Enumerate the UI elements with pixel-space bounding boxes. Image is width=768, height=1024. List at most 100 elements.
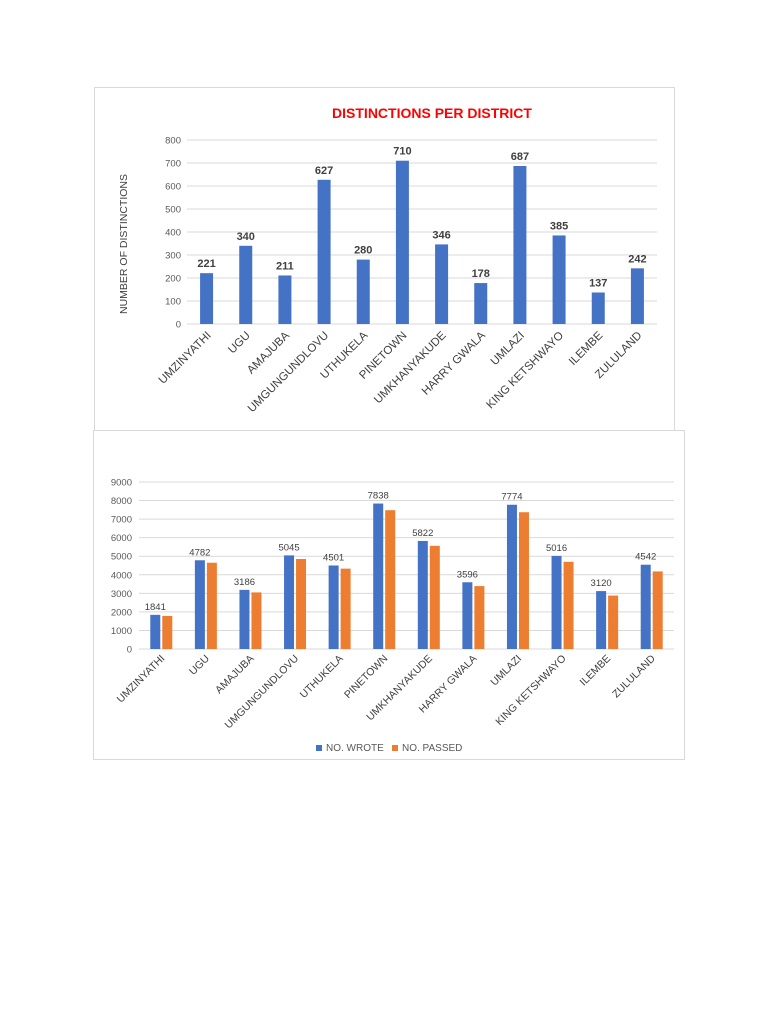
bar [435, 244, 449, 324]
y-tick-label: 1000 [111, 626, 132, 637]
data-label: 7838 [368, 491, 389, 502]
category-label: UMKHANYAKUDE [372, 329, 449, 406]
bar [630, 268, 644, 324]
y-tick-label: 600 [165, 182, 181, 193]
data-label: 340 [237, 231, 255, 243]
data-label: 5822 [412, 528, 433, 539]
data-label: 385 [550, 220, 568, 232]
bar-passed [608, 595, 619, 649]
data-label: 687 [511, 151, 529, 163]
y-tick-label: 300 [165, 251, 181, 262]
data-label: 137 [589, 277, 607, 289]
data-label: 5045 [278, 542, 299, 553]
bar-wrote [239, 589, 250, 649]
data-label: 211 [276, 260, 294, 272]
distinctions-chart: DISTINCTIONS PER DISTRICT 0 100 200 300 400 50… [94, 87, 675, 461]
bar-wrote [150, 614, 161, 649]
bar-passed [340, 568, 351, 649]
bar [278, 275, 292, 324]
bar-wrote [551, 555, 562, 649]
legend-label: NO. PASSED [402, 743, 462, 754]
distinctions-chart-svg: DISTINCTIONS PER DISTRICT 0 100 200 300 400 50… [118, 105, 657, 442]
data-label: 627 [315, 165, 333, 177]
bar-passed [652, 571, 663, 649]
data-label: 178 [472, 268, 490, 280]
chart-title: DISTINCTIONS PER DISTRICT [332, 105, 532, 121]
legend-swatch [392, 745, 398, 751]
bar-passed [429, 545, 440, 649]
data-label: 242 [628, 253, 646, 265]
bar-passed [296, 559, 307, 649]
bar [200, 273, 214, 324]
bar-wrote [596, 591, 607, 649]
bar-wrote [640, 564, 651, 649]
y-tick-label: 100 [165, 297, 181, 308]
category-label: ILEMBE [567, 329, 606, 368]
bar-passed [206, 562, 217, 649]
data-label: 7774 [501, 492, 522, 503]
bar-wrote [417, 540, 428, 649]
bar-wrote [506, 504, 517, 649]
bar-wrote [462, 582, 473, 649]
bar-passed [162, 615, 173, 649]
y-tick-label: 7000 [111, 515, 132, 526]
y-tick-label: 9000 [111, 478, 132, 489]
category-label: KING KETSHWAYO [485, 330, 567, 412]
bar-wrote [328, 565, 339, 649]
category-label: PINETOWN [342, 653, 390, 701]
category-label: UMLAZI [488, 653, 524, 689]
y-tick-label: 6000 [111, 533, 132, 544]
bar-passed [251, 592, 262, 649]
legend-label: NO. WROTE [326, 743, 384, 754]
bar-passed [563, 561, 574, 649]
bar-wrote [194, 560, 205, 649]
data-label: 3186 [234, 577, 255, 588]
data-label: 221 [197, 258, 215, 270]
data-label: 4542 [635, 552, 656, 563]
category-label: ILEMBE [578, 653, 614, 689]
bar [356, 259, 370, 324]
data-label: 3596 [457, 569, 478, 580]
y-tick-label: 0 [176, 320, 181, 331]
bar-passed [385, 510, 396, 649]
category-label: UMZINYATHI [115, 653, 168, 706]
y-tick-label: 500 [165, 205, 181, 216]
y-tick-label: 5000 [111, 552, 132, 563]
data-label: 4782 [189, 547, 210, 558]
bar [395, 160, 409, 324]
bar-wrote [284, 555, 295, 649]
bar [591, 292, 605, 324]
bar [239, 245, 253, 324]
data-label: 5016 [546, 543, 567, 554]
bar-passed [474, 586, 485, 649]
legend-swatch [316, 745, 322, 751]
data-label: 4501 [323, 552, 344, 563]
wrote-passed-chart-svg: 0 1000 2000 3000 4000 5000 6000 7000 8000 9000 184… [111, 478, 674, 754]
y-tick-label: 200 [165, 274, 181, 285]
category-label: UMLAZI [489, 330, 527, 368]
category-label: UGU [187, 653, 212, 678]
y-tick-label: 0 [127, 645, 132, 656]
y-tick-label: 3000 [111, 589, 132, 600]
category-label: UMZINYATHI [157, 330, 214, 387]
data-label: 280 [354, 245, 372, 257]
data-label: 1841 [145, 602, 166, 613]
y-tick-label: 2000 [111, 607, 132, 618]
category-label: UMGUNGUNDLOVU [223, 653, 302, 732]
y-tick-label: 400 [165, 228, 181, 239]
y-tick-label: 700 [165, 159, 181, 170]
y-tick-label: 4000 [111, 570, 132, 581]
bar-wrote [373, 503, 384, 649]
category-label: UTHUKELA [298, 653, 346, 701]
data-label: 710 [393, 146, 411, 158]
category-label: AMAJUBA [213, 653, 257, 697]
data-label: 3120 [591, 578, 612, 589]
bar-passed [518, 512, 529, 649]
y-tick-label: 800 [165, 136, 181, 147]
category-label: UGU [226, 330, 253, 357]
y-axis-title: NUMBER OF DISTINCTIONS [118, 174, 130, 314]
y-tick-label: 8000 [111, 496, 132, 507]
bar [474, 283, 488, 324]
wrote-passed-chart: 0 1000 2000 3000 4000 5000 6000 7000 8000 9000 184… [93, 430, 685, 760]
bar [552, 235, 566, 324]
